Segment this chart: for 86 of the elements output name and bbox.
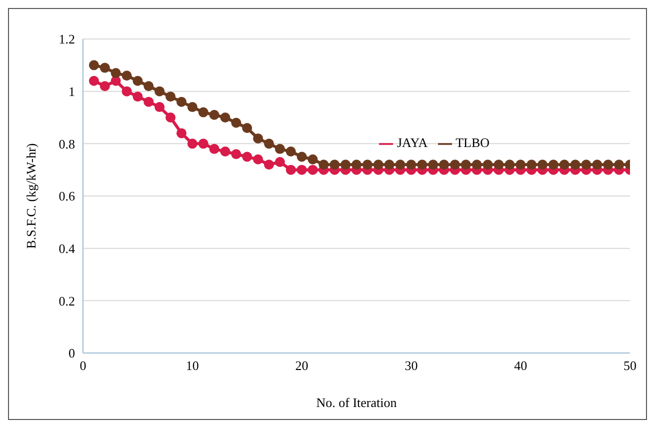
point: [231, 118, 242, 128]
point: [308, 154, 318, 164]
point: [88, 76, 99, 86]
point: [308, 164, 318, 175]
point: [132, 92, 143, 102]
y-tick-label: 0.8: [58, 136, 75, 152]
point: [373, 160, 384, 170]
point: [504, 160, 515, 170]
point: [395, 160, 406, 170]
point: [198, 107, 208, 118]
y-tick-label: 0.6: [58, 188, 76, 204]
point: [340, 160, 351, 170]
point: [253, 154, 264, 164]
point: [242, 152, 252, 162]
point: [570, 160, 580, 170]
point: [274, 144, 285, 154]
x-tick-label: 30: [404, 358, 418, 374]
point: [559, 160, 570, 170]
point: [176, 96, 186, 107]
point: [482, 160, 493, 170]
y-tick-label: 0.2: [58, 293, 75, 308]
point: [154, 86, 165, 96]
point: [494, 160, 504, 170]
point: [296, 152, 307, 162]
point: [253, 133, 264, 144]
point: [220, 146, 230, 157]
point: [603, 160, 614, 170]
point: [110, 68, 121, 78]
point: [198, 138, 208, 149]
point: [516, 160, 526, 170]
point: [417, 160, 428, 170]
y-tick-label: 1.2: [58, 32, 75, 47]
point: [286, 146, 296, 157]
point: [526, 160, 537, 170]
point: [592, 160, 602, 170]
point: [286, 164, 296, 175]
point: [537, 160, 548, 170]
y-tick-label: 1: [68, 84, 75, 99]
point: [154, 102, 165, 112]
x-tick-label: 50: [624, 358, 636, 374]
legend-label: JAYA: [397, 135, 428, 150]
y-tick-label: 0.4: [58, 240, 76, 256]
point: [209, 144, 220, 154]
point: [100, 81, 110, 92]
point: [209, 110, 220, 120]
point: [296, 164, 307, 175]
point: [614, 160, 624, 170]
x-tick-label: 0: [80, 358, 86, 374]
x-tick-label: 20: [295, 358, 308, 374]
legend-label: TLBO: [456, 135, 490, 150]
point: [352, 160, 362, 170]
point: [264, 138, 274, 149]
x-tick-label: 10: [186, 358, 199, 374]
point: [460, 160, 471, 170]
point: [122, 70, 132, 81]
x-axis-title: No. of Iteration: [316, 395, 398, 410]
point: [318, 160, 329, 170]
point: [450, 160, 460, 170]
x-tick-label: 40: [514, 358, 528, 374]
point: [384, 160, 394, 170]
point: [264, 160, 274, 170]
y-axis-title: B.S.F.C. (kg/kW-hr): [24, 143, 39, 249]
point: [144, 96, 154, 107]
point: [88, 60, 99, 70]
point: [439, 160, 450, 170]
point: [122, 86, 132, 96]
point: [220, 112, 230, 123]
point: [548, 160, 558, 170]
point: [428, 160, 438, 170]
point: [187, 138, 198, 149]
point: [231, 149, 242, 160]
point: [472, 160, 482, 170]
point: [581, 160, 592, 170]
point: [166, 112, 176, 123]
point: [187, 102, 198, 112]
y-tick-label: 0: [68, 346, 75, 361]
point: [242, 122, 252, 133]
point: [100, 62, 110, 73]
point: [274, 156, 285, 167]
point: [176, 128, 186, 138]
point: [166, 92, 176, 102]
point: [132, 76, 143, 86]
point: [406, 160, 416, 170]
point: [330, 160, 340, 170]
point: [362, 160, 372, 170]
point: [144, 81, 154, 92]
